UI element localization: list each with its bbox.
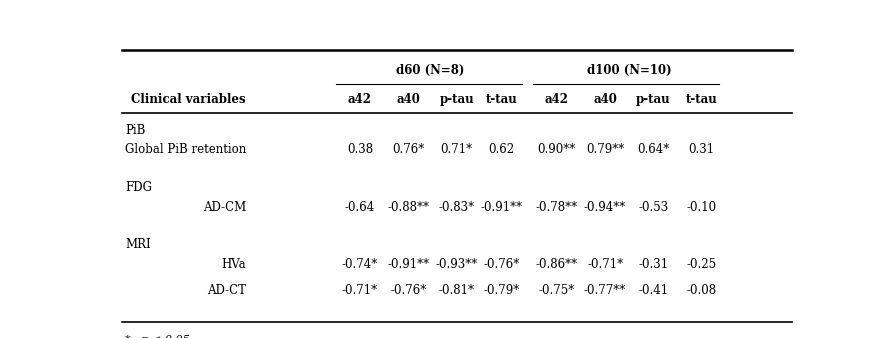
Text: a40: a40	[396, 93, 421, 105]
Text: -0.86**: -0.86**	[535, 258, 578, 271]
Text: * : p < 0.05: * : p < 0.05	[125, 335, 190, 338]
Text: -0.71*: -0.71*	[342, 284, 378, 297]
Text: 0.76*: 0.76*	[392, 143, 424, 156]
Text: -0.78**: -0.78**	[535, 201, 578, 214]
Text: PiB: PiB	[125, 124, 145, 137]
Text: t-tau: t-tau	[486, 93, 518, 105]
Text: d100 (N=10): d100 (N=10)	[587, 64, 672, 77]
Text: -0.79*: -0.79*	[484, 284, 519, 297]
Text: -0.91**: -0.91**	[388, 258, 429, 271]
Text: Clinical variables: Clinical variables	[131, 93, 246, 105]
Text: -0.94**: -0.94**	[584, 201, 626, 214]
Text: -0.25: -0.25	[687, 258, 717, 271]
Text: -0.31: -0.31	[638, 258, 668, 271]
Text: MRI: MRI	[125, 238, 151, 251]
Text: 0.38: 0.38	[347, 143, 373, 156]
Text: p-tau: p-tau	[439, 93, 474, 105]
Text: -0.64: -0.64	[345, 201, 375, 214]
Text: AD-CM: AD-CM	[203, 201, 246, 214]
Text: -0.75*: -0.75*	[539, 284, 575, 297]
Text: -0.08: -0.08	[687, 284, 717, 297]
Text: 0.79**: 0.79**	[586, 143, 625, 156]
Text: -0.53: -0.53	[638, 201, 668, 214]
Text: 0.71*: 0.71*	[440, 143, 473, 156]
Text: -0.88**: -0.88**	[388, 201, 429, 214]
Text: d60 (N=8): d60 (N=8)	[396, 64, 464, 77]
Text: a40: a40	[593, 93, 617, 105]
Text: a42: a42	[544, 93, 568, 105]
Text: -0.10: -0.10	[687, 201, 717, 214]
Text: HVa: HVa	[221, 258, 246, 271]
Text: -0.74*: -0.74*	[342, 258, 378, 271]
Text: -0.77**: -0.77**	[584, 284, 626, 297]
Text: -0.93**: -0.93**	[436, 258, 478, 271]
Text: -0.83*: -0.83*	[438, 201, 475, 214]
Text: 0.64*: 0.64*	[637, 143, 669, 156]
Text: FDG: FDG	[125, 181, 152, 194]
Text: p-tau: p-tau	[636, 93, 671, 105]
Text: -0.91**: -0.91**	[480, 201, 523, 214]
Text: -0.76*: -0.76*	[390, 284, 427, 297]
Text: AD-CT: AD-CT	[207, 284, 246, 297]
Text: 0.31: 0.31	[689, 143, 715, 156]
Text: 0.62: 0.62	[488, 143, 515, 156]
Text: a42: a42	[348, 93, 372, 105]
Text: -0.76*: -0.76*	[484, 258, 519, 271]
Text: 0.90**: 0.90**	[537, 143, 576, 156]
Text: t-tau: t-tau	[686, 93, 717, 105]
Text: Global PiB retention: Global PiB retention	[125, 143, 246, 156]
Text: -0.71*: -0.71*	[587, 258, 623, 271]
Text: -0.41: -0.41	[638, 284, 668, 297]
Text: -0.81*: -0.81*	[438, 284, 475, 297]
